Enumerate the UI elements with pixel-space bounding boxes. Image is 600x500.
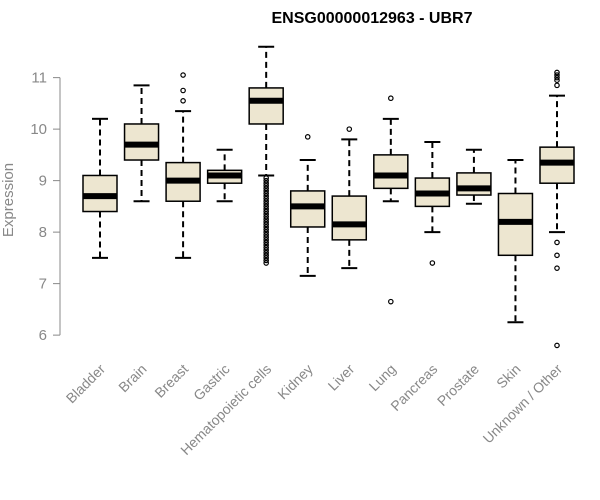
box-6: [331, 126, 368, 270]
outlier-point: [429, 260, 436, 266]
outlier-point: [263, 255, 269, 261]
y-tick-label: 8: [39, 224, 47, 241]
box-9: [456, 148, 492, 205]
outlier-point: [263, 234, 269, 241]
outlier-point: [263, 226, 269, 233]
box-0: [82, 117, 118, 259]
outlier-point: [263, 177, 269, 184]
box-7: [373, 95, 409, 305]
x-tick-label: Bladder: [63, 361, 109, 407]
outlier-point: [263, 180, 269, 187]
outlier-point: [263, 252, 269, 259]
box-11: [539, 69, 575, 349]
outlier-point: [263, 239, 269, 246]
box-3: [206, 148, 243, 203]
chart-title: ENSG00000012963 - UBR7: [271, 10, 472, 27]
outlier-point: [263, 182, 269, 189]
outlier-point: [263, 260, 269, 266]
outlier-point: [180, 72, 186, 78]
y-tick-label: 9: [39, 173, 47, 190]
x-tick-label: Brain: [115, 361, 149, 395]
outlier-point: [180, 98, 186, 104]
iqr-box: [248, 87, 284, 125]
boxes-layer: [82, 45, 575, 349]
outlier-point: [304, 134, 311, 140]
outlier-point: [554, 252, 560, 259]
outlier-point: [263, 257, 269, 264]
y-axis: 6 7 8 9 10 11: [30, 70, 61, 344]
outlier-point: [263, 175, 269, 181]
outlier-point: [263, 185, 269, 192]
iqr-box: [373, 154, 409, 190]
outlier-point: [263, 203, 269, 210]
outlier-point: [554, 69, 560, 76]
y-tick-label: 6: [39, 327, 47, 344]
x-tick-label: Skin: [493, 361, 524, 392]
x-tick-label: Breast: [151, 361, 191, 401]
outlier-point: [263, 221, 269, 228]
outlier-point: [388, 298, 394, 305]
outlier-point: [554, 342, 560, 349]
outlier-point: [263, 206, 269, 212]
x-tick-label: Kidney: [274, 361, 316, 403]
outlier-point: [263, 216, 269, 223]
x-tick-label: Prostate: [434, 361, 482, 409]
x-tick-label: Liver: [325, 361, 358, 394]
box-10: [497, 159, 534, 324]
box-1: [123, 84, 160, 203]
y-tick-label: 7: [39, 276, 47, 293]
box-8: [414, 141, 451, 266]
outlier-point: [263, 211, 269, 217]
outlier-point: [263, 219, 269, 225]
outlier-point: [263, 231, 269, 238]
x-tick-label: Unknown / Other: [480, 361, 566, 447]
outlier-point: [263, 195, 269, 202]
outlier-point: [346, 126, 353, 132]
outlier-point: [263, 190, 269, 197]
y-tick-label: 10: [30, 121, 47, 138]
outlier-point: [263, 249, 269, 256]
outlier-point: [554, 239, 560, 246]
box-5: [289, 134, 326, 277]
box-4: [248, 45, 284, 266]
outlier-point: [263, 229, 269, 235]
outlier-point: [263, 244, 269, 251]
outlier-point: [263, 247, 269, 253]
outlier-point: [263, 242, 269, 248]
outlier-point: [263, 208, 269, 215]
outlier-point: [554, 72, 560, 78]
outlier-point: [180, 87, 186, 94]
outlier-point: [554, 265, 560, 271]
outlier-point: [263, 201, 269, 207]
y-tick-label: 11: [31, 70, 47, 87]
outlier-point: [554, 74, 560, 81]
outlier-point: [263, 224, 269, 230]
outlier-point: [263, 237, 269, 243]
outlier-point: [263, 198, 269, 205]
outlier-point: [554, 77, 560, 84]
outlier-point: [263, 193, 269, 199]
outlier-point: [388, 95, 394, 102]
x-tick-label: Lung: [366, 361, 399, 394]
iqr-box: [331, 195, 368, 241]
outlier-point: [263, 188, 269, 194]
y-axis-label: Expression: [0, 163, 17, 237]
box-2: [165, 72, 201, 259]
iqr-box: [456, 172, 492, 196]
outlier-point: [263, 213, 269, 220]
outlier-point: [554, 82, 560, 89]
